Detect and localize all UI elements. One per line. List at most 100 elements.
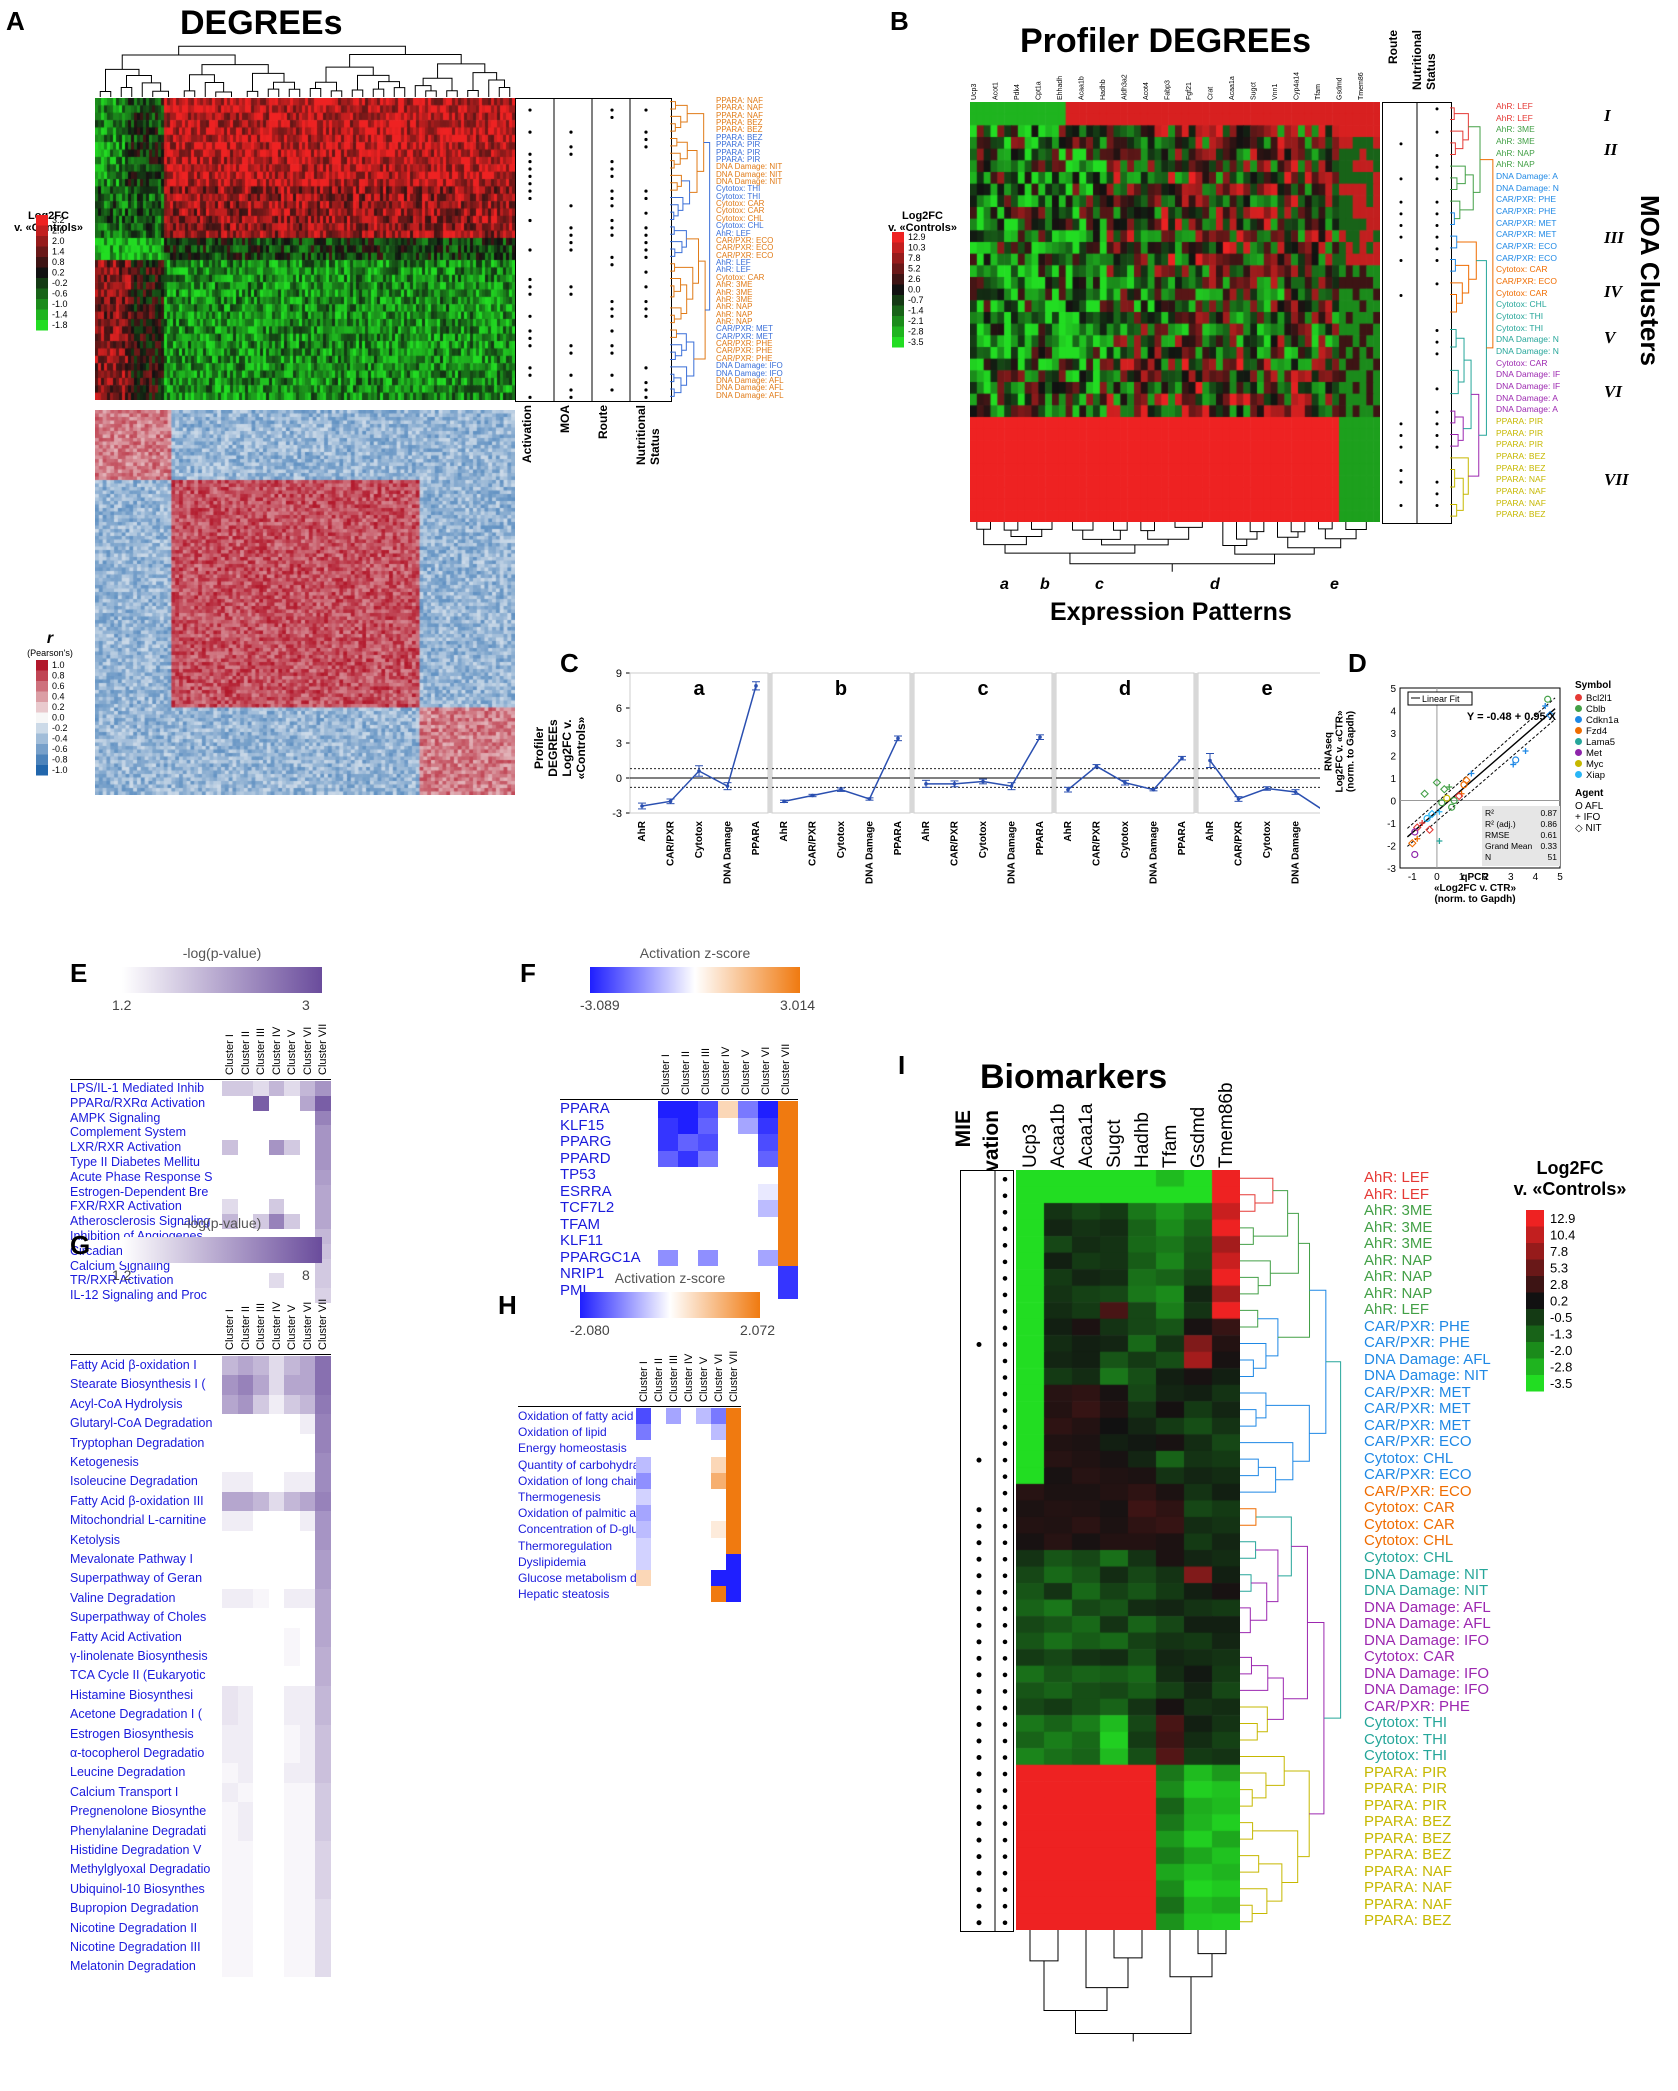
row-label: PPARA: PIR <box>1364 1763 1448 1781</box>
legend-tick: 0.0 <box>908 285 921 295</box>
pathway-label: Isoleucine Degradation <box>70 1474 198 1489</box>
pathway-label: Tryptophan Degradation <box>70 1435 205 1450</box>
dendrogram-branch <box>330 90 343 97</box>
annotation-dot <box>1399 142 1403 146</box>
legend-min: 1.2 <box>112 997 132 1013</box>
heat-cell <box>299 1724 315 1744</box>
legend-tick: 2.6 <box>52 226 65 236</box>
moa-clusters-title: MOA Clusters <box>1635 195 1665 366</box>
legend-swatch <box>1526 1226 1544 1243</box>
annotation-dot <box>1435 422 1439 426</box>
dendrogram-branch <box>1240 1706 1268 1733</box>
legend-title: Activation z-score <box>639 945 751 961</box>
heat-cell <box>284 1472 300 1492</box>
panel-i-title: Biomarkers <box>980 1058 1168 1096</box>
heat-cell <box>666 1408 681 1425</box>
pathway-label: Acetone Degradation I ( <box>70 1707 203 1722</box>
annotation-dot <box>1435 492 1439 496</box>
pathway-label: Histidine Degradation V <box>70 1843 202 1857</box>
heat-cell <box>636 1456 651 1473</box>
row-label: AhR: 3ME <box>716 280 753 290</box>
heat-cell <box>778 1233 798 1250</box>
mie-dot <box>976 1887 982 1893</box>
legend-tick: 7.8 <box>1550 1244 1568 1259</box>
activation-dot <box>1002 1722 1008 1727</box>
row-label: CAR/PXR: MET <box>716 324 773 334</box>
dendrogram-branch <box>1283 1545 1308 1700</box>
dendrogram-branch <box>1450 294 1458 313</box>
activation-dot <box>1002 1391 1008 1397</box>
row-label: Cytotox: CAR <box>1496 287 1548 298</box>
heat-cell <box>738 1101 758 1118</box>
heat-cell <box>284 1356 300 1376</box>
heat-cell <box>778 1249 798 1266</box>
heat-cell <box>284 1705 300 1725</box>
row-label: AhR: NAP <box>1364 1268 1433 1286</box>
annotation-dot <box>610 115 614 120</box>
dendrogram-branch <box>267 88 280 97</box>
heat-cell <box>253 1491 269 1512</box>
data-point <box>1411 850 1419 859</box>
annotation-dot <box>1435 282 1439 286</box>
legend-swatch <box>1526 1292 1544 1309</box>
dendrogram-branch <box>670 263 676 272</box>
row-label: AhR: NAP <box>1364 1284 1433 1302</box>
dendrogram-branch <box>1234 545 1315 555</box>
dendrogram-branch <box>670 174 682 187</box>
data-point <box>952 782 957 786</box>
pathway-label: Estrogen-Dependent Bre <box>70 1184 209 1199</box>
gene-label: Acot1 <box>993 82 1000 100</box>
dendrogram-branch <box>676 333 687 351</box>
pathway-label: TP53 <box>560 1167 596 1183</box>
dendrogram-branch <box>670 101 676 110</box>
row-label: DNA Damage: IFO <box>1364 1681 1490 1699</box>
activation-dot <box>1002 1176 1008 1182</box>
legend-swatch <box>1526 1325 1544 1342</box>
data-point <box>1545 710 1555 720</box>
annotation-dot <box>569 145 573 149</box>
legend-tick: 12.9 <box>1550 1211 1575 1226</box>
dendrogram-branch <box>1255 1549 1279 1603</box>
annotation-dot <box>1435 165 1439 169</box>
row-label: PPARA: BEZ <box>1364 1846 1452 1864</box>
stat-value: 0.33 <box>1540 841 1557 851</box>
legend-swatch <box>36 712 48 723</box>
agent-legend-item: O AFL <box>1575 801 1604 812</box>
mie-dot <box>976 1622 982 1628</box>
dendrogram-branch <box>983 529 1027 546</box>
x-tick-label: CAR/PXR <box>808 820 819 866</box>
dendrogram-branch <box>1459 174 1474 211</box>
activation-dot <box>1002 1606 1008 1612</box>
activation-dot <box>1002 1342 1008 1347</box>
header-rule <box>518 1406 741 1407</box>
dendrogram-branch <box>1240 1574 1252 1592</box>
dendrogram-branch <box>393 87 406 97</box>
heat-cell <box>315 1110 331 1126</box>
dendrogram-branch <box>1240 1756 1285 1786</box>
nutritional-status-column-header: Nutritional Status <box>1410 30 1438 90</box>
legend-swatch <box>36 257 48 268</box>
legend-swatch <box>1526 1243 1544 1260</box>
annotation-dot <box>610 174 614 178</box>
row-label: Cytotox: CAR <box>1496 264 1548 275</box>
legend-tick: -0.2 <box>52 278 68 288</box>
header-rule <box>70 1079 331 1080</box>
dendrogram-branch <box>1249 522 1265 533</box>
x-tick-label: DNA Damage <box>865 821 876 884</box>
dendrogram-branch <box>670 241 683 254</box>
heat-cell <box>315 1095 331 1111</box>
dendrogram-branch <box>1456 337 1465 383</box>
dendrogram-branch <box>1323 1361 1342 1719</box>
legend-text: Met <box>1586 748 1602 759</box>
heat-cell <box>636 1537 651 1554</box>
dendrogram-branch <box>1240 1227 1254 1245</box>
gene-label: Acaa1b <box>1079 76 1086 100</box>
panel-b-annotation-box <box>1382 102 1452 524</box>
facet-title: a <box>693 678 705 700</box>
annotation-dot <box>610 314 614 318</box>
row-label: PPARA: PIR <box>1496 416 1544 426</box>
row-label: CAR/PXR: ECO <box>716 250 774 260</box>
annotation-dot <box>610 351 614 355</box>
row-label: PPARA: NAF <box>1496 497 1546 508</box>
heat-cell <box>315 1802 331 1822</box>
